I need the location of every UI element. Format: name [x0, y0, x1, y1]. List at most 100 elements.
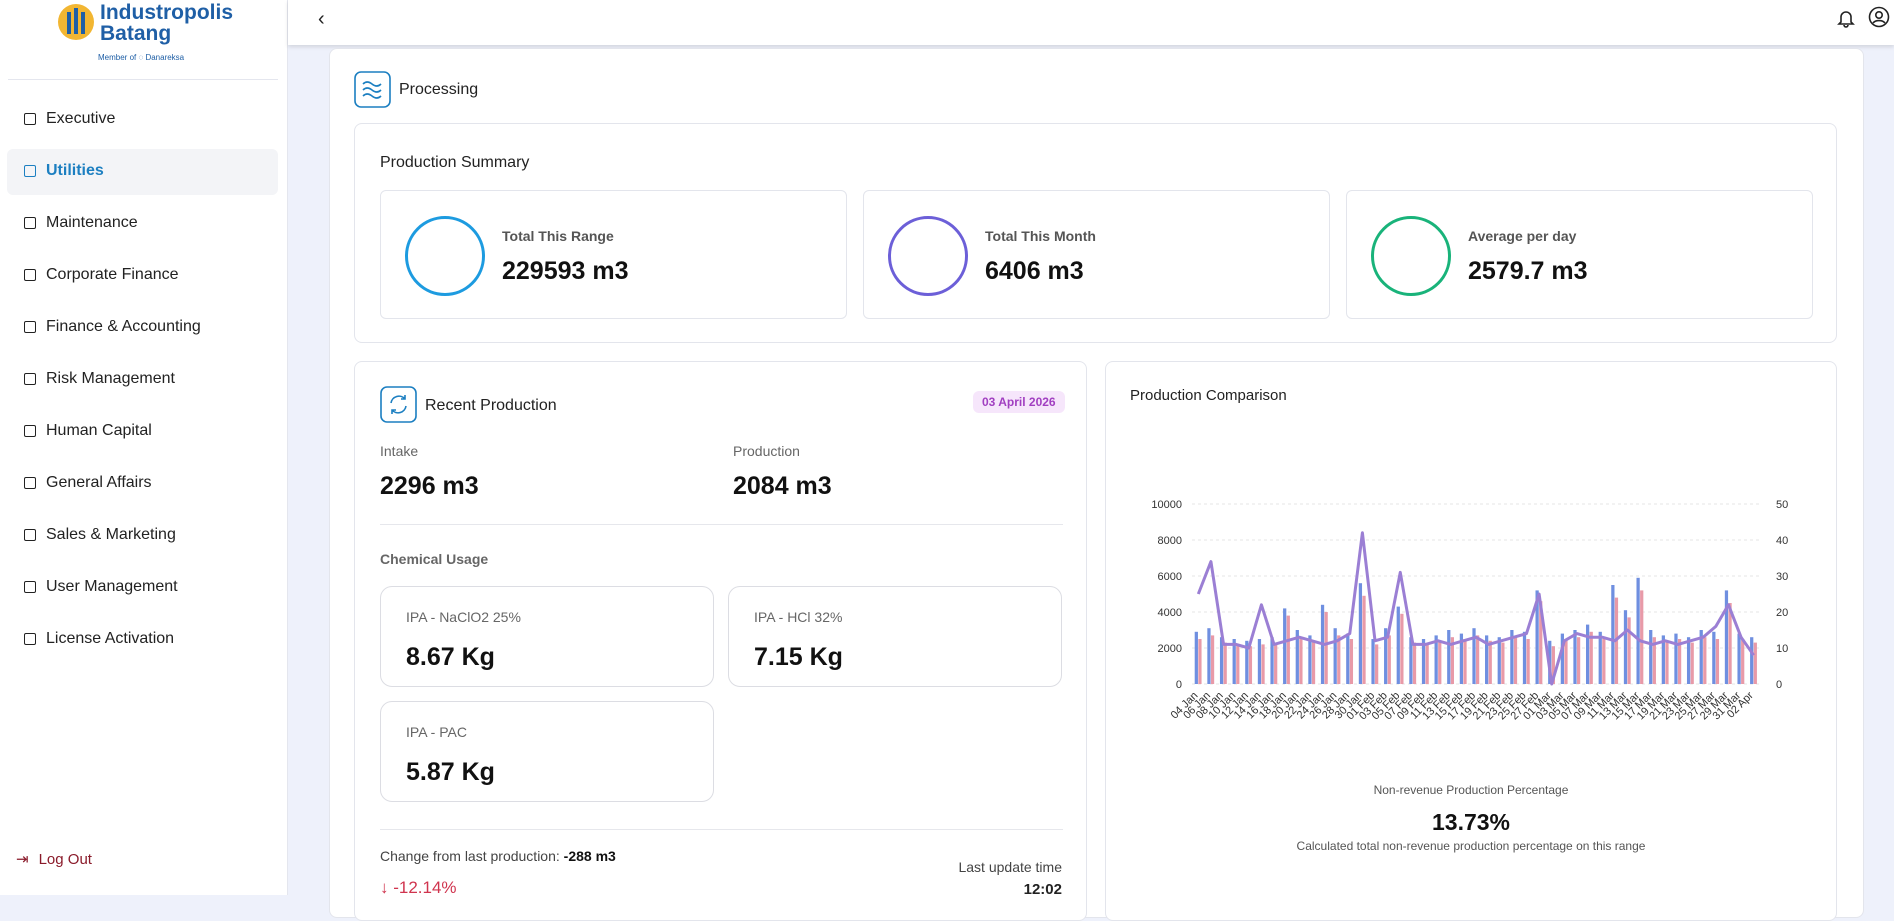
logo-member: Member of ◌ Danareksa — [98, 53, 185, 62]
date-badge: 03 April 2026 — [973, 391, 1065, 413]
line — [1196, 531, 1755, 686]
non-revenue-title: Non-revenue Production Percentage — [1374, 783, 1569, 797]
bar — [1699, 630, 1703, 684]
chemical-value: 8.67 Kg — [406, 643, 495, 671]
stat-value: 2579.7 m3 — [1468, 257, 1588, 285]
menu-item[interactable]: Sales & Marketing — [24, 526, 176, 544]
bar — [1712, 631, 1716, 684]
change-value: -288 m3 — [563, 848, 616, 864]
bar — [1349, 639, 1354, 684]
user-icon[interactable] — [1868, 6, 1890, 28]
bar — [1573, 630, 1577, 684]
bar — [1677, 639, 1682, 684]
bar — [1623, 610, 1628, 684]
menu-icon — [24, 633, 36, 645]
bar — [1611, 585, 1615, 684]
summary-title: Production Summary — [380, 154, 530, 171]
stat-card: Average per day 2579.7 m3 — [1346, 190, 1813, 319]
active-bg — [7, 149, 278, 195]
bar — [1476, 635, 1480, 684]
menu-item[interactable]: Corporate Finance — [24, 266, 179, 284]
menu-text: Maintenance — [46, 214, 138, 231]
chemical-card: IPA - NaClO2 25% 8.67 Kg — [380, 586, 714, 687]
bar — [1463, 639, 1467, 684]
y2-tick-label: 50 — [1776, 499, 1788, 511]
bar — [1295, 630, 1299, 684]
bar — [1513, 637, 1518, 684]
menu-item[interactable]: Executive — [24, 110, 115, 128]
bar — [1387, 635, 1391, 684]
bar — [1409, 637, 1413, 684]
y2-tick-label: 10 — [1776, 643, 1788, 655]
menu-item[interactable]: User Management — [24, 578, 178, 596]
intake-value: 2296 m3 — [380, 472, 479, 500]
bar — [1459, 633, 1464, 684]
bar — [1690, 642, 1694, 684]
bell-icon[interactable] — [1837, 8, 1855, 28]
bar — [1661, 635, 1665, 684]
bar — [1362, 595, 1366, 684]
recent-icon — [380, 386, 417, 423]
section-title: Processing — [399, 81, 479, 98]
menu-item[interactable]: Risk Management — [24, 370, 175, 388]
bar — [1585, 624, 1590, 684]
bar — [1198, 639, 1202, 684]
bar — [1636, 577, 1640, 684]
bar — [1753, 642, 1757, 684]
menu-icon — [24, 581, 36, 593]
bar — [1447, 630, 1451, 684]
y-tick-label: 2000 — [1158, 643, 1182, 655]
bar — [1741, 639, 1745, 684]
menu-text: Finance & Accounting — [46, 318, 201, 335]
bar — [1674, 633, 1678, 684]
bar — [1485, 635, 1489, 684]
menu-item[interactable]: License Activation — [24, 630, 174, 648]
logout[interactable]: ⇥ Log Out — [16, 850, 92, 869]
bar — [1324, 612, 1328, 684]
divider — [8, 79, 278, 80]
back-button[interactable]: ‹ — [318, 8, 325, 30]
stat-card: Total This Month 6406 m3 — [863, 190, 1330, 319]
partner-text: Danareksa — [145, 53, 185, 62]
chemical-name: IPA - PAC — [406, 724, 467, 740]
bar — [1497, 637, 1501, 684]
bar — [1371, 639, 1375, 684]
menu-item[interactable]: Human Capital — [24, 422, 152, 440]
stat-label: Total This Month — [985, 228, 1096, 244]
divider — [380, 829, 1063, 830]
bar — [1560, 633, 1564, 684]
chart: Production Comparison Non-revenue Produc… — [1130, 387, 1788, 853]
bar — [1412, 642, 1417, 684]
bar — [1686, 637, 1691, 684]
menu-item[interactable]: Utilities — [24, 162, 104, 180]
chemical-card: IPA - PAC 5.87 Kg — [380, 701, 714, 802]
menu-text: Executive — [46, 110, 116, 127]
menu-item[interactable]: General Affairs — [24, 474, 152, 492]
chart-title: Production Comparison — [1130, 387, 1287, 404]
y2-tick-label: 30 — [1776, 571, 1788, 583]
y-tick-label: 10000 — [1151, 499, 1182, 511]
stat-icon — [1371, 216, 1451, 296]
bar — [1219, 637, 1224, 684]
menu-icon — [24, 477, 36, 489]
bar — [1564, 639, 1568, 684]
menu-text: Utilities — [46, 162, 104, 179]
bar — [1421, 639, 1426, 684]
menu-item[interactable]: Maintenance — [24, 214, 138, 232]
bar — [1576, 637, 1581, 684]
bar — [1346, 633, 1350, 684]
stat-icon — [405, 216, 485, 296]
bar — [1539, 601, 1543, 684]
y2-tick-label: 0 — [1776, 679, 1782, 691]
y-tick-label: 4000 — [1158, 607, 1182, 619]
bar — [1396, 606, 1400, 684]
logo-line: Batang — [100, 22, 172, 45]
bar — [1286, 615, 1290, 684]
bar — [1715, 639, 1720, 684]
menu-item[interactable]: Finance & Accounting — [24, 318, 201, 336]
menu-icon — [24, 113, 36, 125]
logo-line: Industropolis — [100, 1, 233, 24]
bar — [1358, 583, 1363, 684]
bar — [1400, 613, 1404, 684]
